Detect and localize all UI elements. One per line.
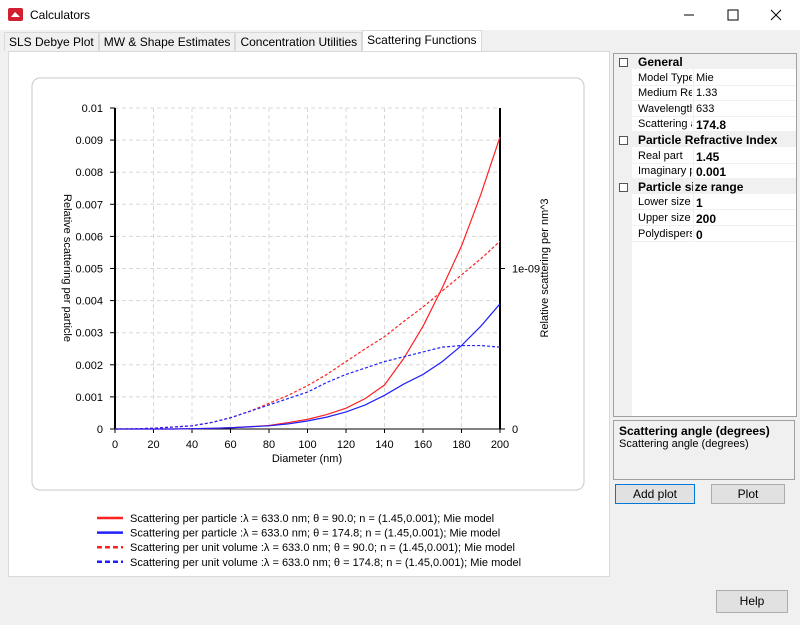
property-value[interactable]: 633 [696,102,715,115]
category-row [614,178,796,194]
collapse-toggle[interactable] [619,182,628,192]
title-bar: Calculators [0,0,800,30]
y-tick-label: 0 [97,424,103,436]
x-tick-label: 180 [452,439,470,451]
legend-label: Scattering per particle :λ = 633.0 nm; θ… [130,528,500,540]
legend-label: Scattering per particle :λ = 633.0 nm; θ… [130,513,494,525]
row-line [632,162,796,164]
row-line [632,240,796,242]
y-tick-label: 0.007 [75,199,103,211]
y-tick-label: 0.01 [82,103,103,115]
tab[interactable]: MW & Shape Estimates [98,32,236,51]
y-tick-label: 0.005 [75,264,103,276]
row-line [632,115,796,117]
x-axis-label: Diameter (nm) [272,453,342,465]
description-title: Scattering angle (degrees) [619,424,770,438]
property-name: Scattering a [638,118,692,131]
y2-axis-label: Relative scattering per nm^3 [539,198,551,337]
y-tick-label: 0.009 [75,135,103,147]
property-name: Wavelength [638,102,692,115]
row-line [632,209,796,211]
x-tick-label: 40 [186,439,198,451]
y-axis-label: Relative scattering per particle [61,194,73,342]
app-icon [8,8,23,21]
x-tick-label: 140 [375,439,393,451]
y-tick-label: 0.001 [75,392,103,404]
legend-label: Scattering per unit volume :λ = 633.0 nm… [130,542,515,554]
property-name: Polydispersi [638,227,692,240]
series-line [114,240,501,430]
grid-gutter [614,54,632,416]
property-value[interactable]: Mie [696,71,714,84]
y2-tick-label: 0 [512,424,518,436]
y-tick-label: 0.003 [75,328,103,340]
property-name: Imaginary p [638,165,692,178]
tab[interactable]: Concentration Utilities [235,32,363,51]
series-line [114,344,501,430]
tab[interactable]: SLS Debye Plot [4,32,99,51]
row-line [632,178,796,180]
x-tick-label: 100 [298,439,316,451]
collapse-toggle[interactable] [619,136,628,145]
row-line [632,131,796,133]
y2-tick-label: 1e-09 [512,264,540,276]
x-tick-label: 120 [337,439,355,451]
property-value[interactable]: 174.8 [696,118,727,133]
property-grid[interactable]: General Model Type Mie Medium Re 1.33 Wavelen… [613,53,797,417]
y-tick-label: 0.002 [75,360,103,372]
y-tick-label: 0.006 [75,231,103,243]
x-tick-label: 200 [491,439,509,451]
property-value[interactable]: 1.33 [696,87,718,100]
chart: Diameter (nm) Relative scattering per pa… [31,77,585,569]
property-name: Real part [638,149,683,162]
collapse-toggle[interactable] [619,58,628,67]
window-title: Calculators [30,8,91,22]
property-name: Medium Re [638,87,692,100]
row-line [632,225,796,226]
add-plot-button[interactable]: Add plot [615,484,695,504]
property-value[interactable]: 1 [696,196,703,211]
property-value[interactable]: 1.45 [696,149,720,164]
x-tick-label: 0 [112,439,118,451]
x-tick-label: 160 [414,439,432,451]
column-divider [693,54,694,242]
x-tick-label: 20 [147,439,159,451]
property-name: Lower size [638,196,691,209]
property-value[interactable]: 0 [696,227,703,242]
x-tick-label: 80 [263,439,275,451]
y-tick-label: 0.008 [75,167,103,179]
tab[interactable]: Scattering Functions [362,30,482,52]
category-name: Particle size range [638,179,744,194]
description-panel: Scattering angle (degrees) Scattering an… [613,420,795,480]
property-value[interactable]: 0.001 [696,165,727,180]
plot-button[interactable]: Plot [711,484,785,504]
series-line [115,303,501,430]
category-name: General [638,55,683,69]
window-controls[interactable] [660,0,800,30]
description-text: Scattering angle (degrees) [619,438,749,450]
help-button[interactable]: Help [716,590,788,613]
property-name: Upper size [638,212,691,224]
row-line [632,84,796,86]
legend-label: Scattering per unit volume :λ = 633.0 nm… [130,557,521,569]
x-tick-label: 60 [224,439,236,451]
category-name: Particle Refractive Index [638,133,778,147]
category-row [614,132,796,147]
property-value[interactable]: 200 [696,212,717,226]
y-tick-label: 0.004 [75,296,103,308]
row-line [632,100,796,102]
category-row [614,54,796,69]
property-name: Model Type [638,71,692,84]
